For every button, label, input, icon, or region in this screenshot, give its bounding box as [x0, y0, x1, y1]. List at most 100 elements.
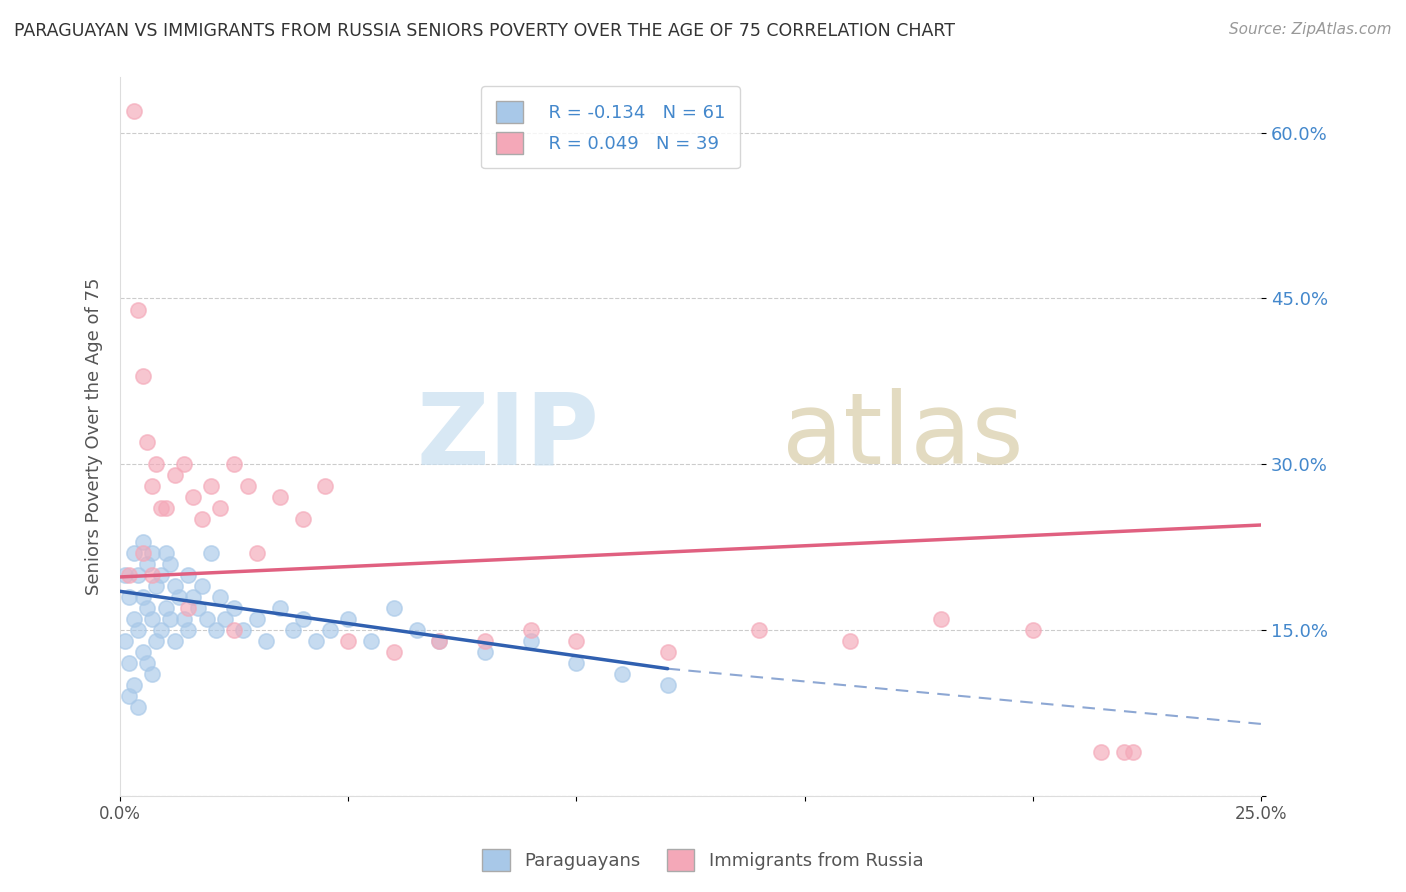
Point — [118, 690, 141, 704]
Point — [314, 479, 336, 493]
Point — [132, 534, 155, 549]
Point — [159, 557, 181, 571]
Point — [748, 623, 770, 637]
Point — [122, 612, 145, 626]
Point — [150, 567, 173, 582]
Point — [145, 457, 167, 471]
Point — [1122, 745, 1144, 759]
Point — [181, 590, 204, 604]
Point — [114, 634, 136, 648]
Point — [382, 600, 405, 615]
Point — [173, 457, 195, 471]
Point — [405, 623, 427, 637]
Point — [132, 590, 155, 604]
Point — [122, 546, 145, 560]
Point — [1090, 745, 1112, 759]
Point — [1112, 745, 1135, 759]
Point — [150, 623, 173, 637]
Point — [118, 590, 141, 604]
Point — [222, 457, 245, 471]
Point — [519, 634, 541, 648]
Point — [519, 623, 541, 637]
Point — [163, 634, 186, 648]
Point — [236, 479, 259, 493]
Point — [141, 612, 163, 626]
Y-axis label: Seniors Poverty Over the Age of 75: Seniors Poverty Over the Age of 75 — [86, 277, 103, 595]
Point — [222, 623, 245, 637]
Point — [1021, 623, 1043, 637]
Point — [136, 600, 159, 615]
Point — [254, 634, 277, 648]
Point — [429, 634, 451, 648]
Point — [191, 579, 214, 593]
Point — [177, 600, 200, 615]
Point — [141, 567, 163, 582]
Point — [429, 634, 451, 648]
Point — [337, 612, 360, 626]
Point — [200, 546, 222, 560]
Point — [136, 435, 159, 450]
Point — [269, 600, 291, 615]
Point — [132, 645, 155, 659]
Point — [291, 512, 314, 526]
Point — [565, 634, 588, 648]
Point — [657, 678, 679, 692]
Text: PARAGUAYAN VS IMMIGRANTS FROM RUSSIA SENIORS POVERTY OVER THE AGE OF 75 CORRELAT: PARAGUAYAN VS IMMIGRANTS FROM RUSSIA SEN… — [14, 22, 955, 40]
Point — [337, 634, 360, 648]
Point — [209, 590, 232, 604]
Point — [382, 645, 405, 659]
Point — [155, 600, 177, 615]
Text: atlas: atlas — [782, 388, 1024, 485]
Point — [187, 600, 209, 615]
Legend:   R = -0.134   N = 61,   R = 0.049   N = 39: R = -0.134 N = 61, R = 0.049 N = 39 — [481, 87, 740, 169]
Point — [169, 590, 191, 604]
Point — [118, 656, 141, 670]
Point — [214, 612, 236, 626]
Point — [177, 567, 200, 582]
Legend: Paraguayans, Immigrants from Russia: Paraguayans, Immigrants from Russia — [475, 842, 931, 879]
Point — [181, 491, 204, 505]
Point — [246, 546, 269, 560]
Point — [159, 612, 181, 626]
Point — [610, 667, 633, 681]
Point — [127, 302, 149, 317]
Text: Source: ZipAtlas.com: Source: ZipAtlas.com — [1229, 22, 1392, 37]
Point — [114, 567, 136, 582]
Point — [118, 567, 141, 582]
Point — [191, 512, 214, 526]
Point — [150, 501, 173, 516]
Point — [291, 612, 314, 626]
Point — [195, 612, 218, 626]
Point — [246, 612, 269, 626]
Point — [305, 634, 328, 648]
Point — [200, 479, 222, 493]
Point — [163, 579, 186, 593]
Point — [163, 468, 186, 483]
Point — [127, 567, 149, 582]
Point — [132, 546, 155, 560]
Point — [474, 645, 496, 659]
Point — [319, 623, 342, 637]
Point — [136, 656, 159, 670]
Point — [209, 501, 232, 516]
Point — [136, 557, 159, 571]
Point — [173, 612, 195, 626]
Point — [839, 634, 862, 648]
Point — [127, 623, 149, 637]
Point — [232, 623, 254, 637]
Point — [155, 501, 177, 516]
Point — [127, 700, 149, 714]
Point — [122, 103, 145, 118]
Point — [145, 579, 167, 593]
Point — [155, 546, 177, 560]
Point — [141, 546, 163, 560]
Point — [132, 368, 155, 383]
Point — [474, 634, 496, 648]
Point — [177, 623, 200, 637]
Point — [204, 623, 226, 637]
Point — [122, 678, 145, 692]
Point — [222, 600, 245, 615]
Point — [931, 612, 953, 626]
Point — [269, 491, 291, 505]
Point — [145, 634, 167, 648]
